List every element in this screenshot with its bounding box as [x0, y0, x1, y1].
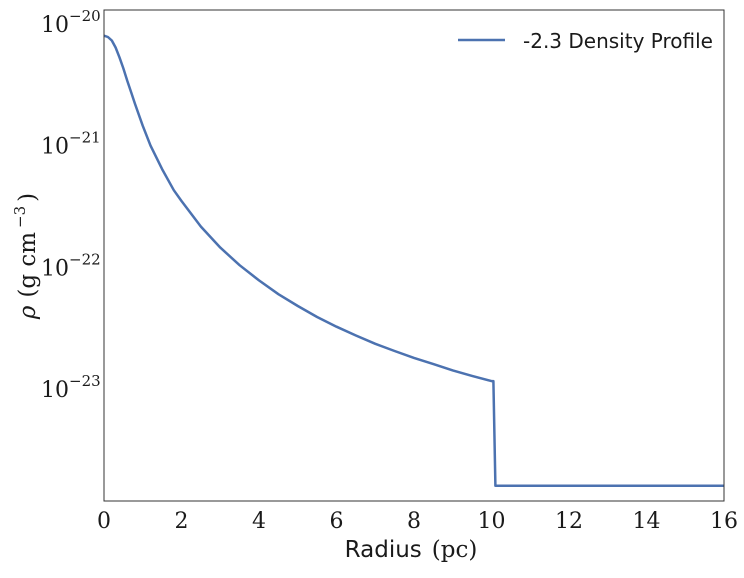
x-axis-title: Radius (pc)	[345, 537, 478, 563]
y-tick-label: 10−21	[41, 129, 101, 160]
x-tick-label: 14	[633, 509, 661, 534]
legend: -2.3 Density Profile	[458, 29, 713, 53]
x-tick-label: 6	[330, 509, 344, 534]
x-tick-label: 8	[407, 509, 421, 534]
series-line-0	[103, 34, 724, 488]
y-axis-title-symbol: ρ	[15, 305, 41, 320]
series-layer	[103, 34, 724, 488]
plot-frame	[103, 9, 725, 502]
x-tick-labels: 0 2 4 6 8 10 12 14 16	[97, 509, 738, 534]
y-tick-label: 10−20	[41, 7, 101, 38]
x-tick-label: 4	[252, 509, 266, 534]
y-tick-label: 10−22	[41, 250, 101, 281]
y-axis-title-unit-exponent: −3	[11, 206, 29, 228]
x-tick-label: 0	[97, 509, 111, 534]
legend-label: -2.3 Density Profile	[523, 29, 713, 53]
y-tick-label: 10−23	[41, 372, 101, 403]
x-tick-label: 10	[478, 509, 506, 534]
x-tick-label: 16	[710, 509, 738, 534]
x-tick-label: 12	[555, 509, 583, 534]
plot-background	[104, 10, 724, 501]
y-tick-labels: 10−20 10−21 10−22 10−23	[41, 7, 101, 403]
x-axis-title-unit: (pc)	[432, 537, 478, 563]
y-axis-title-unit-close: )	[15, 193, 41, 202]
y-axis-title-unit-open: (g cm	[15, 232, 41, 298]
y-axis-title: ρ (g cm −3 )	[11, 193, 41, 320]
x-axis-title-word: Radius	[345, 537, 422, 563]
x-tick-label: 2	[175, 509, 189, 534]
